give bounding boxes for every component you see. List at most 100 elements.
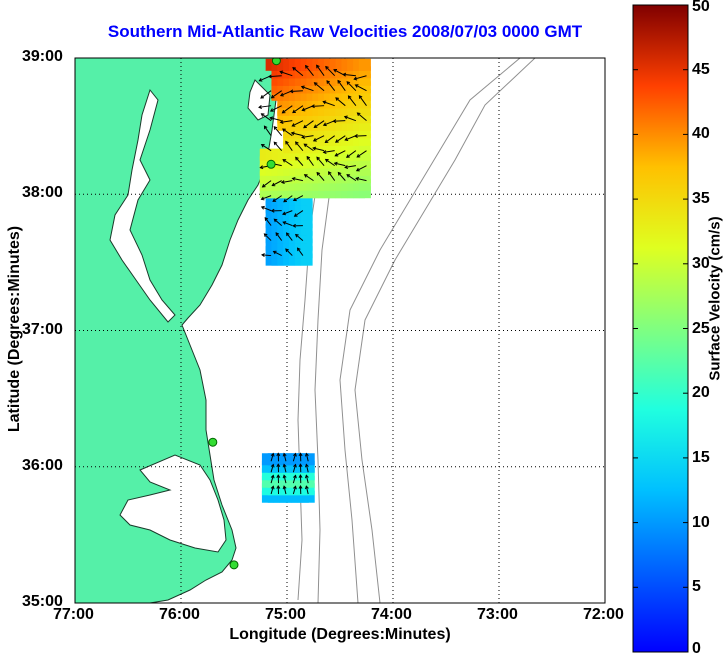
arrow-head (291, 123, 296, 127)
velocity-arrow (325, 159, 335, 167)
y-tick-label: 38:00 (22, 184, 63, 202)
velocity-arrow (354, 75, 367, 80)
velocity-arrow (261, 206, 272, 212)
arrow-head (293, 452, 297, 457)
velocity-arrow (346, 174, 357, 182)
arrow-head (304, 485, 309, 490)
arrow-head (264, 217, 269, 221)
arrow-head (282, 128, 286, 132)
velocity-arrow (261, 144, 272, 152)
arrow-head (298, 463, 303, 468)
arrow-head (337, 171, 342, 176)
velocity-arrow (337, 172, 346, 181)
arrow-head (294, 233, 299, 238)
velocity-arrow (348, 95, 357, 106)
velocity-arrow (305, 486, 309, 495)
arrow-head (333, 161, 338, 166)
velocity-arrow (292, 486, 297, 495)
arrow-head (333, 69, 338, 73)
arrow-head (273, 126, 278, 130)
velocity-arrow (305, 453, 309, 462)
arrow-head (267, 74, 272, 79)
arrow-head (291, 176, 296, 181)
arrow-head (260, 95, 265, 99)
arrow-head (316, 171, 321, 176)
velocity-arrow (292, 464, 297, 473)
velocity-arrow (334, 162, 346, 167)
arrow-head (263, 125, 268, 130)
arrow-head (353, 76, 358, 81)
arrow-head (298, 452, 303, 457)
arrow-head (282, 485, 287, 490)
x-tick-label: 77:00 (53, 606, 94, 623)
arrow-head (316, 156, 321, 161)
arrow-head (270, 94, 275, 99)
velocity-arrow (306, 156, 314, 166)
velocity-field (258, 58, 371, 503)
station-marker (266, 159, 276, 169)
velocity-arrow (272, 180, 282, 187)
velocity-arrow (358, 95, 367, 106)
velocity-arrow (304, 174, 314, 182)
velocity-arrow (335, 135, 346, 143)
arrow-head (272, 250, 277, 255)
velocity-arrow (292, 475, 297, 484)
velocity-arrow (313, 147, 325, 152)
velocity-arrow (270, 475, 274, 484)
velocity-arrow (305, 464, 309, 473)
velocity-arrow (264, 217, 272, 226)
x-tick-label: 75:00 (265, 606, 306, 623)
arrow-head (285, 140, 289, 145)
arrow-head (325, 65, 329, 70)
colorbar-tick-label: 45 (692, 60, 710, 78)
arrow-head (304, 474, 309, 479)
arrow-head (270, 452, 275, 457)
arrow-head (293, 213, 298, 217)
arrow-head (356, 154, 361, 158)
velocity-arrow (292, 67, 304, 77)
y-tick-label: 35:00 (22, 593, 63, 610)
arrow-head (337, 79, 341, 84)
velocity-arrow (293, 195, 304, 201)
y-axis-label: Latitude (Degrees:Minutes) (6, 225, 23, 433)
velocity-arrow (282, 105, 293, 114)
velocity-arrow (325, 135, 335, 143)
velocity-arrow (316, 65, 325, 77)
velocity-arrow (286, 232, 293, 241)
arrow-head (279, 70, 284, 75)
velocity-arrow (270, 117, 282, 122)
velocity-arrow (292, 120, 304, 127)
velocity-arrow (333, 120, 346, 122)
arrow-head (322, 150, 327, 154)
velocity-arrow (295, 157, 304, 166)
arrow-head (281, 109, 286, 114)
arrow-head (261, 253, 265, 258)
velocity-arrow (328, 171, 336, 181)
delaware-bay (247, 79, 271, 121)
arrow-head (305, 64, 309, 69)
velocity-arrow (311, 105, 325, 107)
colorbar-tick-label: 25 (692, 319, 710, 337)
velocity-arrow (295, 234, 304, 241)
velocity-arrow (275, 232, 283, 241)
arrow-head (292, 223, 297, 228)
velocity-arrow (292, 177, 304, 182)
station-marker (229, 560, 239, 570)
arrow-head (298, 474, 303, 478)
arrow-head (344, 137, 349, 141)
velocity-arrow (264, 125, 272, 136)
velocity-arrow (283, 195, 293, 203)
velocity-arrow (282, 210, 293, 215)
station-marker (208, 437, 218, 447)
velocity-cell (358, 58, 371, 71)
arrow-head (356, 112, 361, 117)
velocity-arrow (356, 150, 367, 158)
y-tick-label: 37:00 (22, 320, 63, 338)
pamlico-sound (119, 454, 227, 553)
arrow-head (258, 105, 262, 109)
arrow-head (260, 196, 265, 201)
arrow-head (273, 218, 278, 223)
velocity-arrow (273, 126, 283, 136)
arrow-head (313, 82, 318, 86)
arrow-head (306, 155, 311, 160)
